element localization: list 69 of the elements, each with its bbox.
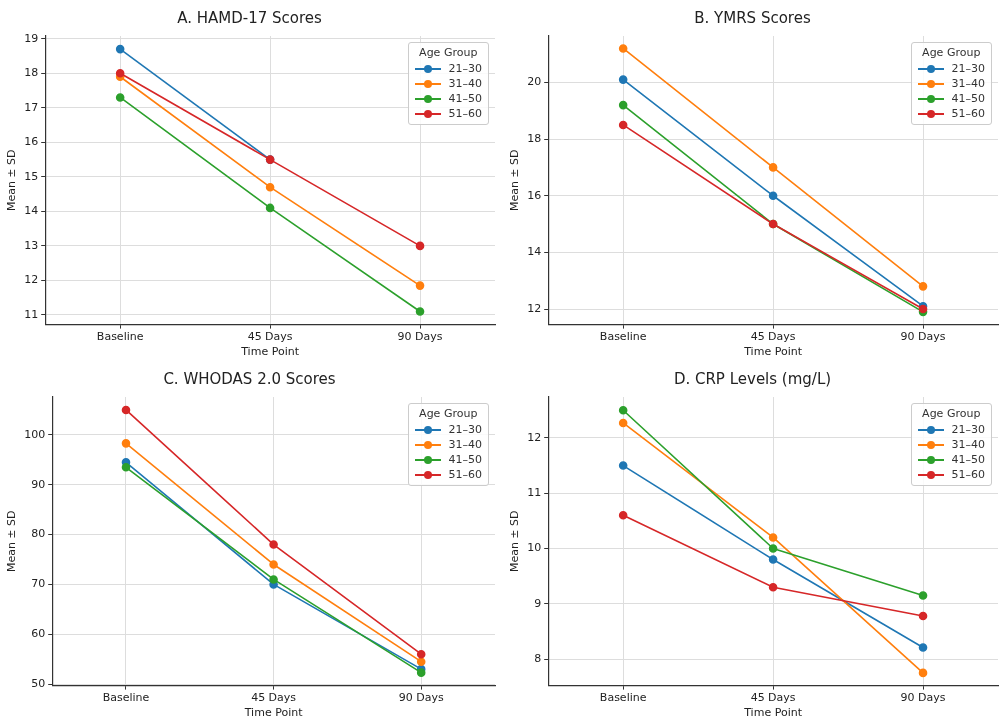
x-tick-label: 90 Days [397, 330, 443, 344]
y-tick-label: 9 [534, 596, 542, 610]
x-axis-title: Time Point [243, 706, 304, 720]
legend-label: 51–60 [951, 107, 985, 120]
y-tick-label: 18 [527, 131, 542, 145]
y-tick-label: 14 [527, 245, 542, 259]
y-tick-label: 90 [31, 477, 46, 491]
legend-label: 21–30 [448, 423, 482, 436]
y-tick-label: 10 [527, 541, 542, 555]
legend-title: Age Group [921, 407, 982, 420]
legend-label: 51–60 [448, 468, 482, 481]
y-tick-label: 12 [527, 301, 542, 315]
y-tick-label: 17 [24, 100, 39, 114]
y-tick-label: 11 [527, 486, 542, 500]
y-tick-label: 14 [24, 204, 39, 218]
y-tick-label: 18 [24, 66, 39, 80]
y-axis-title: Mean ± SD [508, 149, 522, 212]
y-tick-label: 16 [527, 188, 542, 202]
x-tick-label: Baseline [599, 330, 647, 344]
legend-label: 21–30 [951, 423, 985, 436]
legend-title: Age Group [418, 46, 479, 59]
y-tick-label: 11 [24, 307, 39, 321]
x-tick-label: Baseline [102, 691, 150, 705]
x-tick-label: 45 Days [750, 691, 796, 705]
y-tick-label: 80 [31, 527, 46, 541]
legend-label: 31–40 [951, 77, 985, 90]
y-axis-title: Mean ± SD [508, 510, 522, 573]
y-tick-label: 20 [527, 75, 542, 89]
legend-label: 41–50 [951, 453, 985, 466]
x-tick-label: Baseline [599, 691, 647, 705]
legend-title: Age Group [418, 407, 479, 420]
x-tick-label: 90 Days [398, 691, 444, 705]
legend-label: 31–40 [448, 77, 482, 90]
y-tick-label: 15 [24, 169, 39, 183]
chart-title: C. WHODAS 2.0 Scores [163, 369, 336, 388]
legend-label: 41–50 [951, 92, 985, 105]
legend-label: 41–50 [448, 92, 482, 105]
y-tick-label: 12 [24, 273, 39, 287]
legend-label: 51–60 [448, 107, 482, 120]
y-tick-label: 19 [24, 31, 39, 45]
legend-title: Age Group [921, 46, 982, 59]
x-tick-label: 90 Days [900, 330, 946, 344]
x-tick-label: 90 Days [900, 691, 946, 705]
legend-label: 51–60 [951, 468, 985, 481]
y-tick-label: 70 [31, 577, 46, 591]
x-tick-label: 45 Days [247, 330, 293, 344]
legend-label: 21–30 [448, 62, 482, 75]
y-tick-label: 16 [24, 135, 39, 149]
x-axis-title: Time Point [743, 345, 803, 359]
legend-label: 21–30 [951, 62, 985, 75]
y-tick-label: 60 [31, 627, 46, 641]
y-tick-label: 50 [31, 676, 46, 690]
chart-title: B. YMRS Scores [694, 8, 811, 27]
y-tick-label: 13 [24, 238, 39, 252]
y-tick-label: 8 [534, 651, 542, 665]
legend-label: 31–40 [448, 438, 482, 451]
y-tick-label: 100 [24, 427, 46, 441]
x-tick-label: Baseline [96, 330, 144, 344]
legend-label: 31–40 [951, 438, 985, 451]
y-axis-title: Mean ± SD [5, 149, 19, 212]
x-tick-label: 45 Days [750, 330, 796, 344]
legend-label: 41–50 [448, 453, 482, 466]
y-tick-label: 12 [527, 430, 542, 444]
x-axis-title: Time Point [240, 345, 300, 359]
y-axis-title: Mean ± SD [5, 510, 19, 573]
x-tick-label: 45 Days [251, 691, 297, 705]
x-axis-title: Time Point [743, 706, 803, 720]
chart-title: D. CRP Levels (mg/L) [673, 369, 832, 388]
chart-title: A. HAMD-17 Scores [177, 8, 323, 27]
